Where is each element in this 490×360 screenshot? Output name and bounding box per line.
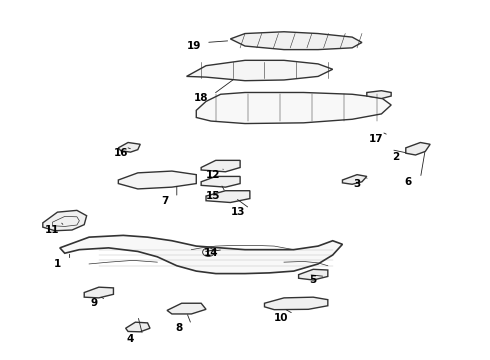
Polygon shape: [125, 322, 150, 332]
Polygon shape: [187, 60, 333, 81]
Text: 18: 18: [194, 93, 208, 103]
Text: 5: 5: [310, 275, 317, 285]
Text: 1: 1: [54, 259, 61, 269]
Text: 19: 19: [187, 41, 201, 51]
Text: 7: 7: [161, 197, 168, 206]
Text: 11: 11: [45, 225, 60, 235]
Polygon shape: [43, 210, 87, 231]
Polygon shape: [201, 176, 240, 187]
Polygon shape: [367, 91, 391, 99]
Text: 13: 13: [230, 207, 245, 217]
Text: 12: 12: [206, 170, 220, 180]
Polygon shape: [84, 287, 114, 298]
Text: 15: 15: [206, 191, 220, 201]
Text: 6: 6: [405, 177, 412, 187]
Polygon shape: [196, 93, 391, 123]
Text: 9: 9: [90, 298, 98, 308]
Text: 4: 4: [127, 334, 134, 344]
Polygon shape: [406, 143, 430, 155]
Polygon shape: [118, 171, 196, 189]
Text: 17: 17: [369, 134, 384, 144]
Text: 8: 8: [175, 323, 183, 333]
Text: 2: 2: [392, 152, 400, 162]
Text: 14: 14: [203, 248, 218, 258]
Text: 3: 3: [353, 179, 361, 189]
Polygon shape: [167, 303, 206, 314]
Polygon shape: [118, 143, 140, 152]
Polygon shape: [298, 269, 328, 280]
Text: 10: 10: [274, 312, 289, 323]
Polygon shape: [206, 191, 250, 203]
Text: 16: 16: [114, 148, 128, 158]
Polygon shape: [201, 160, 240, 172]
Polygon shape: [265, 297, 328, 310]
Polygon shape: [343, 175, 367, 184]
Polygon shape: [230, 32, 362, 50]
Polygon shape: [60, 235, 343, 274]
